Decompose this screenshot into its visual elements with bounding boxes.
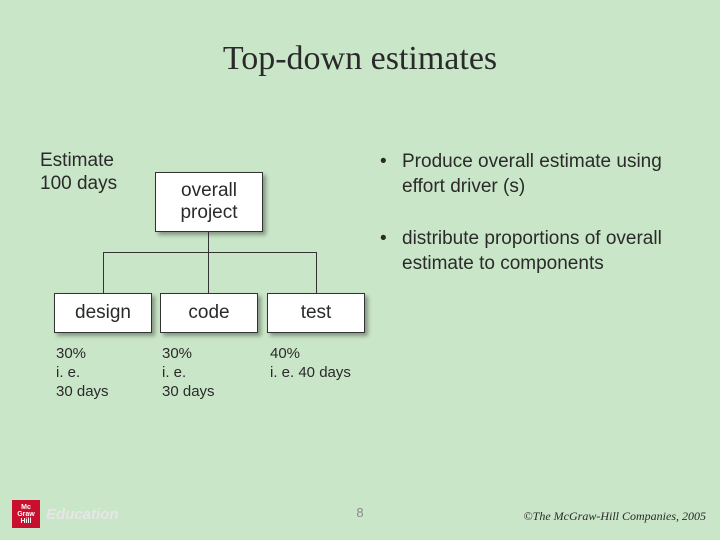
box-overall-label: overallproject [180, 180, 237, 224]
box-code-label: code [188, 302, 229, 324]
page-number: 8 [356, 505, 363, 520]
copyright: ©The McGraw-Hill Companies, 2005 [524, 509, 706, 524]
connector-horiz [103, 252, 316, 253]
box-test-label: test [301, 302, 332, 324]
bullet-list: Produce overall estimate using effort dr… [380, 150, 690, 305]
publisher-logo: Mc Graw Hill Education [12, 500, 119, 528]
subtext-design: 30%i. e.30 days [56, 345, 109, 401]
bullet-item: distribute proportions of overall estima… [380, 227, 690, 276]
subtext-code: 30%i. e.30 days [162, 345, 215, 401]
logo-icon: Mc Graw Hill [12, 500, 40, 528]
estimate-label: Estimate100 days [40, 150, 117, 196]
connector-drop-mid [208, 252, 209, 293]
subtext-test: 40%i. e. 40 days [270, 345, 351, 383]
box-test: test [267, 293, 365, 333]
logo-text: Education [46, 506, 119, 523]
bullet-item: Produce overall estimate using effort dr… [380, 150, 690, 199]
box-overall: overallproject [155, 172, 263, 232]
box-design-label: design [75, 302, 131, 324]
page-title: Top-down estimates [0, 0, 720, 78]
box-code: code [160, 293, 258, 333]
connector-drop-left [103, 252, 104, 293]
connector-stem [208, 232, 209, 252]
connector-drop-right [316, 252, 317, 293]
box-design: design [54, 293, 152, 333]
